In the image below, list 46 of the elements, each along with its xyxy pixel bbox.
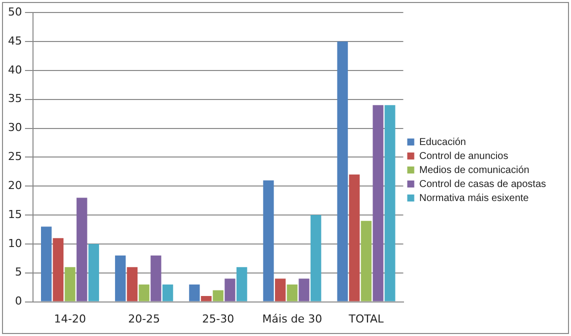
bar: [76, 198, 88, 302]
y-tick-label: 30: [8, 121, 22, 134]
bar: [52, 238, 64, 302]
bar: [212, 290, 224, 302]
y-tick-label: 0: [14, 294, 22, 308]
bar: [40, 226, 52, 302]
legend-label: Medios de comunicación: [419, 164, 530, 176]
bar: [298, 278, 310, 302]
bar: [115, 256, 126, 302]
bar: [189, 284, 200, 302]
bar: [138, 284, 150, 302]
bar: [88, 244, 100, 302]
y-tick-label: 5: [14, 266, 22, 279]
legend-label: Control de casas de apostas: [419, 178, 546, 190]
legend-label: Educación: [419, 136, 466, 148]
x-tick-label: Máis de 30: [262, 312, 322, 326]
bar: [275, 278, 286, 302]
y-tick-label: 50: [8, 5, 22, 18]
bar: [372, 105, 384, 302]
x-tick-label: 14-20: [54, 312, 86, 326]
bar: [263, 180, 274, 302]
bar: [310, 215, 322, 302]
bar: [150, 256, 162, 302]
legend-label: Control de anuncios: [419, 150, 508, 162]
bar: [360, 220, 372, 302]
bar: [349, 174, 360, 302]
bar: [224, 278, 236, 302]
y-tick-label: 35: [8, 92, 22, 106]
bar: [384, 105, 396, 302]
bar: [236, 267, 248, 302]
legend-label: Normativa máis esixente: [419, 192, 530, 204]
y-tick-label: 25: [8, 150, 22, 164]
bar: [64, 267, 76, 302]
bar: [200, 296, 212, 302]
x-tick-label: 25-30: [202, 312, 234, 326]
y-tick-label: 15: [8, 208, 22, 221]
bar: [337, 42, 348, 302]
bar: [286, 284, 298, 302]
y-tick-label: 20: [8, 178, 22, 192]
x-tick-label: TOTAL: [348, 312, 385, 326]
y-tick-label: 40: [8, 63, 22, 76]
bar: [126, 267, 138, 302]
bar: [162, 284, 174, 302]
y-tick-label: 45: [8, 34, 22, 48]
y-tick-label: 10: [8, 236, 22, 250]
x-tick-label: 20-25: [128, 312, 160, 326]
